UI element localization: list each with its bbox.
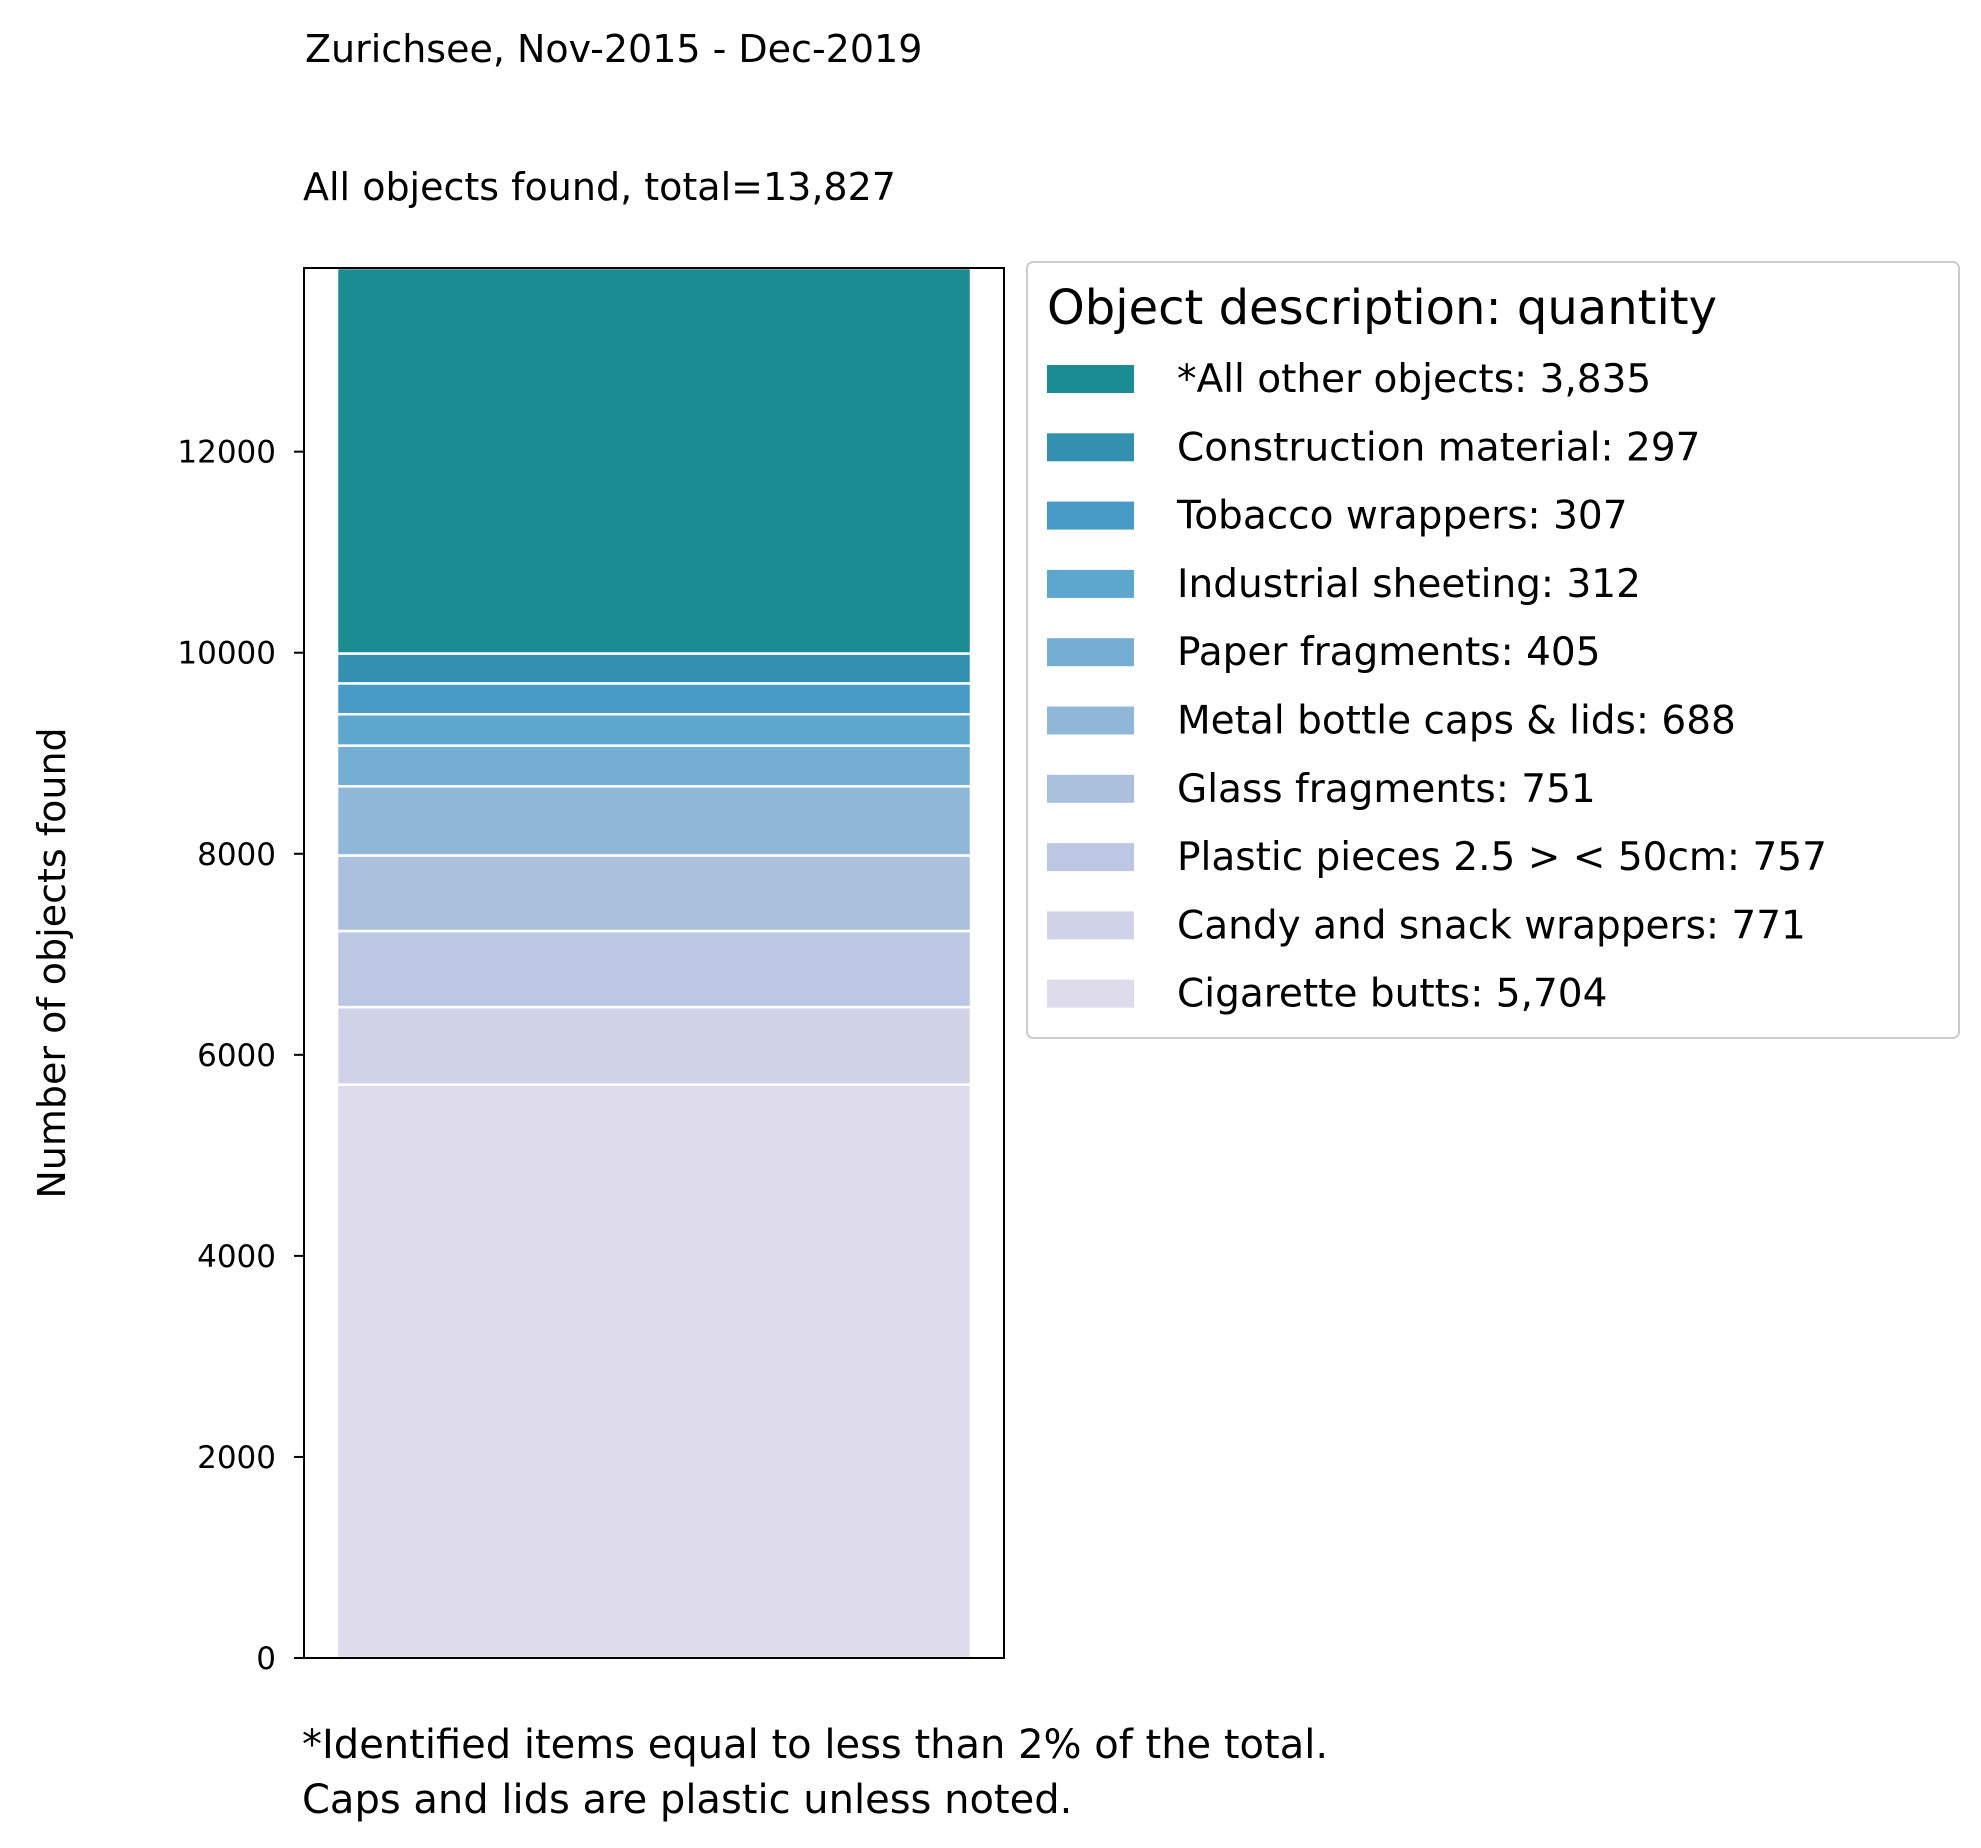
bar-segment-3 (335, 854, 973, 933)
y-tick-label-1: 2000 (197, 1440, 276, 1476)
bar-segment-1 (335, 1005, 973, 1086)
y-tick-label-6: 12000 (177, 435, 276, 471)
legend-title: Object description: quantity (1047, 280, 1717, 336)
bar-segment-7 (335, 682, 973, 716)
legend-label-7: Plastic pieces 2.5 > < 50cm: 757 (1177, 835, 1827, 880)
bar-segments (335, 266, 973, 1660)
legend-swatch-1 (1047, 433, 1134, 462)
y-tick-label-2: 4000 (197, 1239, 276, 1275)
y-tick-label-3: 6000 (197, 1038, 276, 1074)
legend-label-1: Construction material: 297 (1177, 425, 1700, 470)
legend-label-0: *All other objects: 3,835 (1177, 357, 1651, 402)
chart-suptitle: Zurichsee, Nov-2015 - Dec-2019 (305, 27, 922, 71)
bar-segment-9 (335, 266, 973, 655)
bar-segment-2 (335, 929, 973, 1009)
legend-swatch-3 (1047, 569, 1134, 598)
legend-swatch-6 (1047, 774, 1134, 803)
y-tick-label-5: 10000 (177, 636, 276, 672)
y-tick-label-0: 0 (256, 1641, 276, 1677)
bar-segment-8 (335, 652, 973, 685)
footnote-line-2: Caps and lids are plastic unless noted. (302, 1777, 1072, 1823)
legend-swatch-7 (1047, 843, 1134, 872)
plot-frame (303, 267, 1005, 1659)
legend-label-2: Tobacco wrappers: 307 (1176, 494, 1628, 539)
legend-box (1026, 261, 1960, 1039)
legend-swatch-2 (1047, 501, 1134, 530)
legend-label-5: Metal bottle caps & lids: 688 (1177, 699, 1736, 744)
y-tick-label-4: 8000 (197, 837, 276, 873)
legend-swatch-5 (1047, 706, 1134, 735)
legend-swatch-4 (1047, 638, 1134, 667)
legend-swatch-9 (1047, 979, 1134, 1008)
legend-label-4: Paper fragments: 405 (1177, 630, 1601, 675)
legend-swatch-8 (1047, 911, 1134, 940)
legend-label-6: Glass fragments: 751 (1177, 767, 1596, 812)
legend-label-3: Industrial sheeting: 312 (1177, 562, 1641, 607)
legend-label-9: Cigarette butts: 5,704 (1177, 972, 1607, 1017)
legend-label-8: Candy and snack wrappers: 771 (1177, 903, 1806, 948)
bar-segment-0 (335, 1083, 973, 1660)
legend-swatch-0 (1047, 365, 1134, 393)
y-axis: 0 2000 4000 6000 8000 10000 12000 (177, 435, 304, 1677)
bar-segment-4 (335, 785, 973, 857)
legend: Object description: quantity *All other … (1026, 261, 1960, 1039)
bar-segment-6 (335, 712, 973, 747)
y-axis-label: Number of objects found (30, 727, 74, 1198)
bar-segment-5 (335, 744, 973, 788)
footnote-line-1: *Identified items equal to less than 2% … (302, 1722, 1328, 1768)
chart-title: All objects found, total=13,827 (303, 165, 896, 209)
